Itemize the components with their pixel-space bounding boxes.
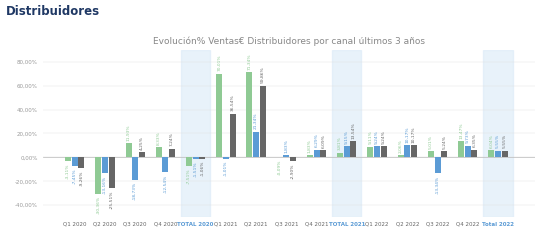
Text: 5,01%: 5,01%: [429, 135, 433, 149]
Text: 36,54%: 36,54%: [230, 95, 234, 111]
Bar: [465, 146, 471, 157]
Text: 6,04%: 6,04%: [490, 134, 493, 148]
Bar: [216, 74, 222, 157]
Text: 9,11%: 9,11%: [368, 130, 372, 144]
Text: -12,54%: -12,54%: [163, 175, 167, 193]
Bar: [332, 50, 361, 217]
Text: 11,93%: 11,93%: [126, 124, 130, 141]
Bar: [307, 155, 313, 157]
Bar: [495, 151, 501, 157]
Bar: [156, 147, 162, 157]
Text: -1,01%: -1,01%: [224, 161, 228, 176]
Text: 9,73%: 9,73%: [466, 130, 470, 143]
Bar: [260, 86, 266, 157]
Text: -1,06%: -1,06%: [200, 161, 205, 176]
Text: -30,36%: -30,36%: [96, 196, 100, 214]
Bar: [181, 50, 210, 217]
Bar: [350, 141, 356, 157]
Text: 2,06%: 2,06%: [399, 139, 403, 152]
Text: 10,17%: 10,17%: [412, 126, 416, 143]
Bar: [139, 152, 145, 157]
Bar: [109, 157, 114, 188]
Bar: [314, 150, 320, 157]
Bar: [162, 157, 168, 172]
Bar: [428, 151, 434, 157]
Bar: [483, 50, 513, 217]
Text: -9,26%: -9,26%: [79, 171, 84, 186]
Text: 3,81%: 3,81%: [338, 137, 342, 151]
Text: 6,29%: 6,29%: [315, 134, 318, 147]
Bar: [381, 146, 387, 157]
Text: Distribuidores: Distribuidores: [6, 5, 100, 18]
Bar: [72, 157, 78, 166]
Text: 5,55%: 5,55%: [496, 134, 500, 148]
Text: -13,16%: -13,16%: [103, 175, 107, 194]
Text: -0,09%: -0,09%: [278, 160, 282, 175]
Bar: [337, 153, 343, 157]
Bar: [169, 149, 175, 157]
Bar: [283, 155, 289, 157]
Text: 9,24%: 9,24%: [375, 130, 379, 144]
Bar: [320, 150, 326, 157]
Text: 21,34%: 21,34%: [254, 113, 258, 129]
Bar: [488, 150, 494, 157]
Title: Evolución% Ventas€ Distribuidores por canal últimos 3 años: Evolución% Ventas€ Distribuidores por ca…: [153, 37, 425, 46]
Bar: [65, 157, 71, 161]
Text: 5,24%: 5,24%: [442, 135, 446, 149]
Text: 1,83%: 1,83%: [308, 139, 312, 153]
Bar: [367, 146, 373, 157]
Text: -3,11%: -3,11%: [66, 164, 70, 179]
Bar: [344, 146, 350, 157]
Bar: [192, 157, 199, 159]
Text: 6,09%: 6,09%: [321, 134, 325, 148]
Text: -25,51%: -25,51%: [109, 190, 114, 209]
Text: 9,24%: 9,24%: [382, 130, 386, 144]
Text: 5,55%: 5,55%: [503, 134, 507, 148]
Text: 70,01%: 70,01%: [217, 55, 221, 71]
Bar: [502, 151, 508, 157]
Bar: [186, 157, 192, 166]
Text: -18,73%: -18,73%: [133, 182, 137, 200]
Text: 13,54%: 13,54%: [351, 122, 355, 139]
Text: 1,83%: 1,83%: [284, 139, 288, 153]
Text: -13,34%: -13,34%: [436, 176, 439, 194]
Bar: [132, 157, 138, 180]
Bar: [95, 157, 101, 194]
Text: 7,24%: 7,24%: [170, 133, 174, 146]
Text: 13,47%: 13,47%: [459, 122, 463, 139]
Bar: [441, 151, 447, 157]
Bar: [374, 146, 380, 157]
Bar: [398, 155, 404, 157]
Text: -2,90%: -2,90%: [291, 163, 295, 179]
Text: 8,33%: 8,33%: [157, 131, 161, 145]
Text: 9,15%: 9,15%: [345, 130, 349, 144]
Text: -1,51%: -1,51%: [194, 162, 197, 177]
Text: 59,86%: 59,86%: [261, 67, 265, 83]
Bar: [125, 143, 131, 157]
Bar: [199, 157, 205, 159]
Text: -7,45%: -7,45%: [73, 169, 77, 184]
Bar: [79, 157, 84, 168]
Bar: [246, 72, 252, 157]
Bar: [229, 114, 235, 157]
Bar: [290, 157, 296, 161]
Text: 4,25%: 4,25%: [140, 136, 144, 150]
Bar: [102, 157, 108, 173]
Bar: [471, 150, 477, 157]
Bar: [253, 132, 259, 157]
Bar: [434, 157, 441, 173]
Bar: [223, 157, 229, 159]
Bar: [404, 145, 410, 157]
Bar: [411, 145, 417, 157]
Bar: [458, 141, 464, 157]
Text: -7,51%: -7,51%: [187, 169, 191, 184]
Text: 10,17%: 10,17%: [405, 126, 409, 143]
Text: 71,34%: 71,34%: [248, 53, 251, 70]
Text: 6,35%: 6,35%: [472, 134, 476, 147]
